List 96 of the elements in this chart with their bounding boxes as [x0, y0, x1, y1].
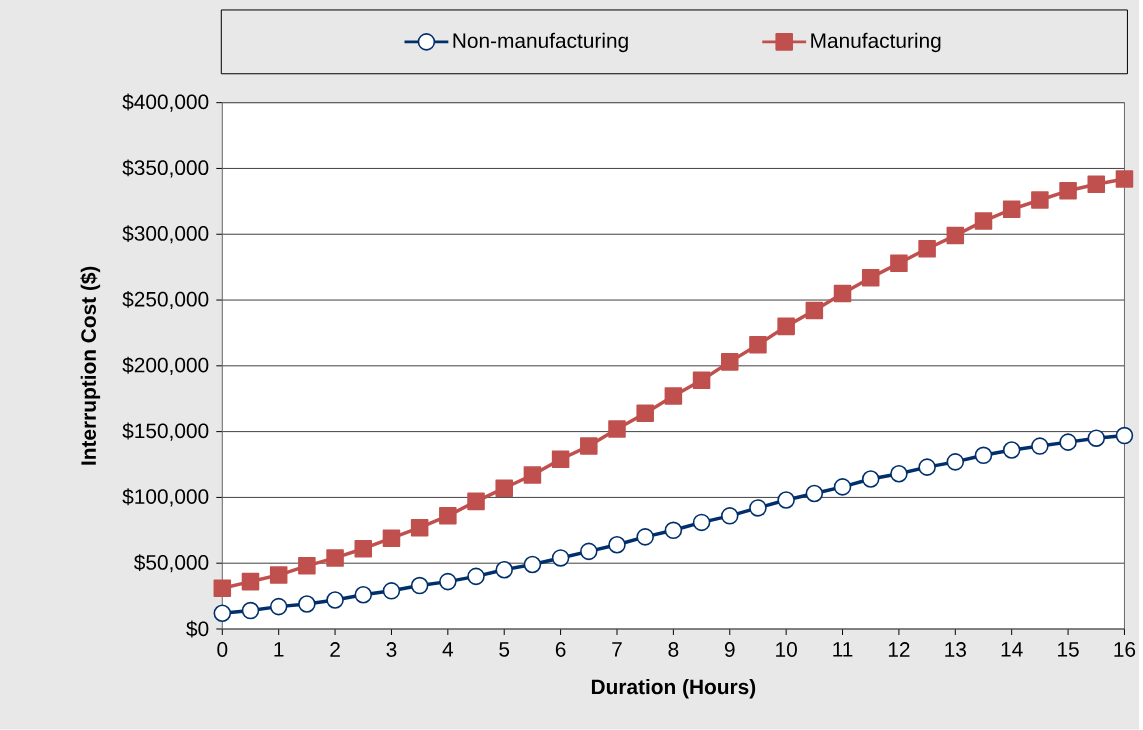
x-tick-label: 16: [1114, 642, 1136, 658]
point: [1031, 191, 1049, 209]
x-tick-label: 5: [499, 642, 510, 657]
x-tick-label: 6: [555, 642, 566, 658]
point: [692, 371, 711, 390]
point: [382, 529, 401, 548]
x-tick-label: 10: [776, 642, 797, 658]
point: [833, 284, 852, 303]
point: [410, 576, 429, 595]
point: [213, 579, 232, 598]
point: [805, 484, 824, 503]
point: [298, 595, 316, 613]
y-tick-label: $250,000: [122, 291, 209, 310]
x-tick-label: 12: [888, 642, 910, 657]
point: [861, 470, 880, 488]
point: [1059, 433, 1077, 452]
point: [946, 226, 965, 245]
x-tick-label: 1: [274, 642, 284, 657]
point: [241, 601, 260, 620]
point: [495, 561, 513, 579]
point: [326, 591, 344, 609]
x-tick-label: 4: [442, 642, 454, 657]
x-tick-label: 14: [1001, 642, 1023, 657]
point: [664, 387, 683, 406]
x-tick-label: 13: [945, 642, 966, 658]
point: [974, 446, 993, 465]
x-tick-label: 15: [1058, 642, 1079, 657]
point: [523, 466, 542, 484]
point: [805, 301, 824, 320]
point: [833, 478, 852, 496]
point: [1115, 170, 1134, 188]
point: [298, 557, 316, 575]
point: [890, 465, 908, 483]
y-tick-label: $100,000: [122, 488, 209, 507]
point: [213, 604, 232, 623]
point: [439, 507, 457, 525]
y-tick-label: $400,000: [122, 93, 209, 112]
legend-label: Non-manufacturing: [453, 32, 628, 53]
point: [890, 254, 908, 273]
x-tick-label: 7: [612, 642, 622, 657]
y-tick-label: $0: [186, 620, 209, 638]
y-tick-label: $50,000: [134, 554, 209, 573]
point: [777, 491, 795, 509]
point: [636, 528, 654, 546]
point: [269, 598, 288, 616]
y-tick-label: $300,000: [122, 225, 209, 244]
point: [1115, 426, 1134, 445]
point: [1059, 182, 1077, 200]
x-tick-label: 3: [386, 642, 397, 658]
point: [918, 458, 936, 477]
point: [749, 336, 767, 354]
point: [692, 513, 711, 532]
x-tick-label: 8: [668, 642, 679, 658]
point: [241, 573, 260, 591]
point: [1031, 437, 1049, 456]
point: [495, 479, 513, 498]
x-axis-title: Duration (Hours): [591, 679, 756, 699]
point: [354, 586, 373, 604]
x-tick-label: 9: [724, 642, 735, 658]
y-axis-title: Interruption Cost ($): [80, 266, 101, 465]
point: [861, 269, 880, 287]
y-tick-label: $150,000: [122, 422, 209, 441]
point: [382, 582, 401, 600]
y-tick-label: $200,000: [122, 356, 209, 376]
point: [946, 453, 965, 471]
point: [467, 567, 485, 586]
point: [918, 240, 936, 258]
point: [467, 492, 485, 511]
point: [777, 317, 795, 336]
point: [1002, 200, 1021, 219]
point: [410, 519, 429, 537]
point: [664, 521, 683, 540]
point: [720, 353, 739, 371]
point: [749, 499, 767, 517]
point: [1002, 441, 1021, 459]
x-tick-label: 11: [833, 642, 853, 657]
x-tick-label: 2: [330, 642, 340, 657]
point: [439, 573, 457, 591]
point: [974, 212, 993, 231]
point: [580, 437, 598, 456]
point: [326, 549, 344, 567]
point: [269, 566, 288, 584]
point: [354, 540, 373, 558]
legend-label: Manufacturing: [811, 32, 941, 53]
point: [608, 420, 626, 438]
point: [636, 404, 654, 423]
x-tick-label: 0: [217, 642, 228, 658]
point: [1087, 175, 1106, 194]
point: [523, 555, 542, 574]
point: [551, 450, 570, 469]
point: [551, 549, 570, 567]
point: [720, 507, 739, 525]
point: [608, 536, 626, 554]
y-tick-label: $350,000: [122, 159, 209, 178]
point: [580, 542, 598, 561]
point: [1087, 429, 1106, 448]
